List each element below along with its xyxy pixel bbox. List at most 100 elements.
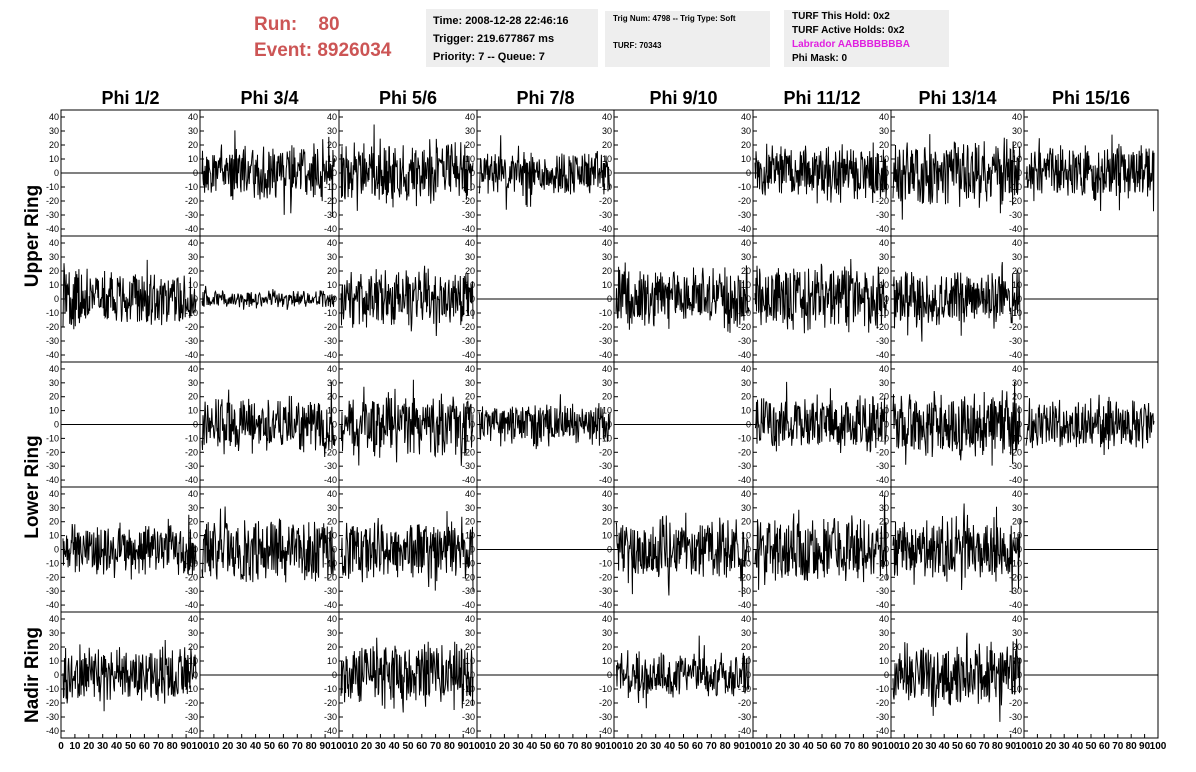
waveform-trace (62, 259, 197, 330)
y-tick-label: 0 (884, 294, 889, 304)
turf-info-box: TURF This Hold: 0x2 TURF Active Holds: 0… (784, 10, 949, 67)
y-tick-label: 30 (188, 628, 198, 638)
y-tick-label: 20 (602, 517, 612, 527)
y-tick-label: 30 (602, 628, 612, 638)
y-tick-label: -30 (462, 461, 475, 471)
y-tick-label: -30 (876, 586, 889, 596)
y-tick-label: -10 (462, 433, 475, 443)
y-tick-label: 20 (188, 266, 198, 276)
y-tick-label: 20 (879, 517, 889, 527)
y-tick-label: -30 (738, 210, 751, 220)
y-tick-label: -20 (324, 322, 337, 332)
turf-active-holds-text: TURF Active Holds: 0x2 (792, 25, 905, 36)
y-tick-label: 40 (741, 238, 751, 248)
y-tick-label: -40 (876, 475, 889, 485)
y-tick-label: 40 (49, 364, 59, 374)
y-tick-label: 10 (602, 280, 612, 290)
y-tick-label: -20 (876, 322, 889, 332)
x-tick-label: 90 (320, 741, 332, 752)
waveform-trace (478, 135, 611, 210)
x-tick-label: 40 (1072, 741, 1084, 752)
y-tick-label: -10 (1009, 684, 1022, 694)
y-tick-label: -40 (876, 350, 889, 360)
y-tick-label: -30 (46, 586, 59, 596)
y-tick-label: 10 (327, 280, 337, 290)
y-tick-label: -10 (185, 308, 198, 318)
y-tick-label: -10 (876, 558, 889, 568)
y-tick-label: -40 (876, 726, 889, 736)
x-tick-label: 40 (389, 741, 401, 752)
y-tick-label: 0 (193, 670, 198, 680)
y-tick-label: -20 (46, 698, 59, 708)
y-tick-label: -10 (462, 308, 475, 318)
y-tick-label: 20 (327, 392, 337, 402)
y-tick-label: -40 (185, 224, 198, 234)
y-tick-label: -30 (1009, 461, 1022, 471)
y-tick-label: 20 (1012, 266, 1022, 276)
y-tick-label: 30 (879, 503, 889, 513)
y-tick-label: 30 (188, 252, 198, 262)
y-tick-label: 40 (602, 238, 612, 248)
y-tick-label: 10 (879, 531, 889, 541)
y-tick-label: 40 (1012, 364, 1022, 374)
x-tick-label: 30 (97, 741, 109, 752)
y-tick-label: 20 (327, 642, 337, 652)
waveform-trace (892, 503, 1021, 594)
y-tick-label: -40 (46, 224, 59, 234)
ring-label-3: Nadir Ring (22, 627, 43, 723)
y-tick-label: -20 (462, 322, 475, 332)
y-tick-label: 20 (327, 266, 337, 276)
y-tick-label: -20 (185, 698, 198, 708)
y-tick-label: -10 (1009, 308, 1022, 318)
y-tick-label: -20 (738, 698, 751, 708)
y-tick-label: 40 (879, 364, 889, 374)
y-tick-label: 40 (327, 112, 337, 122)
x-tick-label: 40 (939, 741, 951, 752)
y-tick-label: -10 (185, 558, 198, 568)
x-tick-label: 30 (375, 741, 387, 752)
y-tick-label: 30 (602, 126, 612, 136)
y-tick-label: 10 (741, 154, 751, 164)
y-tick-label: 30 (465, 252, 475, 262)
y-tick-label: -10 (324, 684, 337, 694)
y-tick-label: 10 (1012, 531, 1022, 541)
y-tick-label: 40 (1012, 112, 1022, 122)
y-tick-label: -40 (738, 350, 751, 360)
y-tick-label: 40 (1012, 489, 1022, 499)
y-tick-label: -10 (876, 684, 889, 694)
x-tick-label: 20 (636, 741, 648, 752)
y-tick-label: -40 (462, 726, 475, 736)
y-tick-label: -20 (185, 196, 198, 206)
y-tick-label: 30 (1012, 378, 1022, 388)
y-tick-label: -30 (185, 712, 198, 722)
y-tick-label: -20 (1009, 698, 1022, 708)
x-tick-label: 90 (872, 741, 884, 752)
x-tick-label: 30 (513, 741, 525, 752)
y-tick-label: 30 (1012, 252, 1022, 262)
waveform-trace (615, 512, 750, 598)
labrador-text: Labrador AABBBBBBBA (792, 39, 910, 50)
y-tick-label: 20 (1012, 517, 1022, 527)
y-tick-label: -10 (599, 433, 612, 443)
y-tick-label: 20 (465, 517, 475, 527)
y-tick-label: -10 (324, 433, 337, 443)
y-tick-label: -30 (46, 210, 59, 220)
y-tick-label: -10 (185, 684, 198, 694)
y-tick-label: 0 (607, 294, 612, 304)
waveform-trace (201, 130, 336, 217)
y-tick-label: 0 (1017, 168, 1022, 178)
y-tick-label: -20 (185, 572, 198, 582)
column-header-2: Phi 3/4 (240, 88, 298, 108)
x-tick-label: 50 (540, 741, 552, 752)
y-tick-label: -10 (738, 433, 751, 443)
x-tick-label: 90 (458, 741, 470, 752)
y-tick-label: -30 (1009, 336, 1022, 346)
y-tick-label: -20 (462, 572, 475, 582)
column-header-5: Phi 9/10 (649, 88, 717, 108)
y-tick-label: -20 (738, 196, 751, 206)
x-tick-label: 90 (734, 741, 746, 752)
y-tick-label: -20 (462, 698, 475, 708)
y-tick-label: -30 (876, 712, 889, 722)
y-tick-label: -40 (324, 475, 337, 485)
x-tick-label: 80 (1126, 741, 1138, 752)
